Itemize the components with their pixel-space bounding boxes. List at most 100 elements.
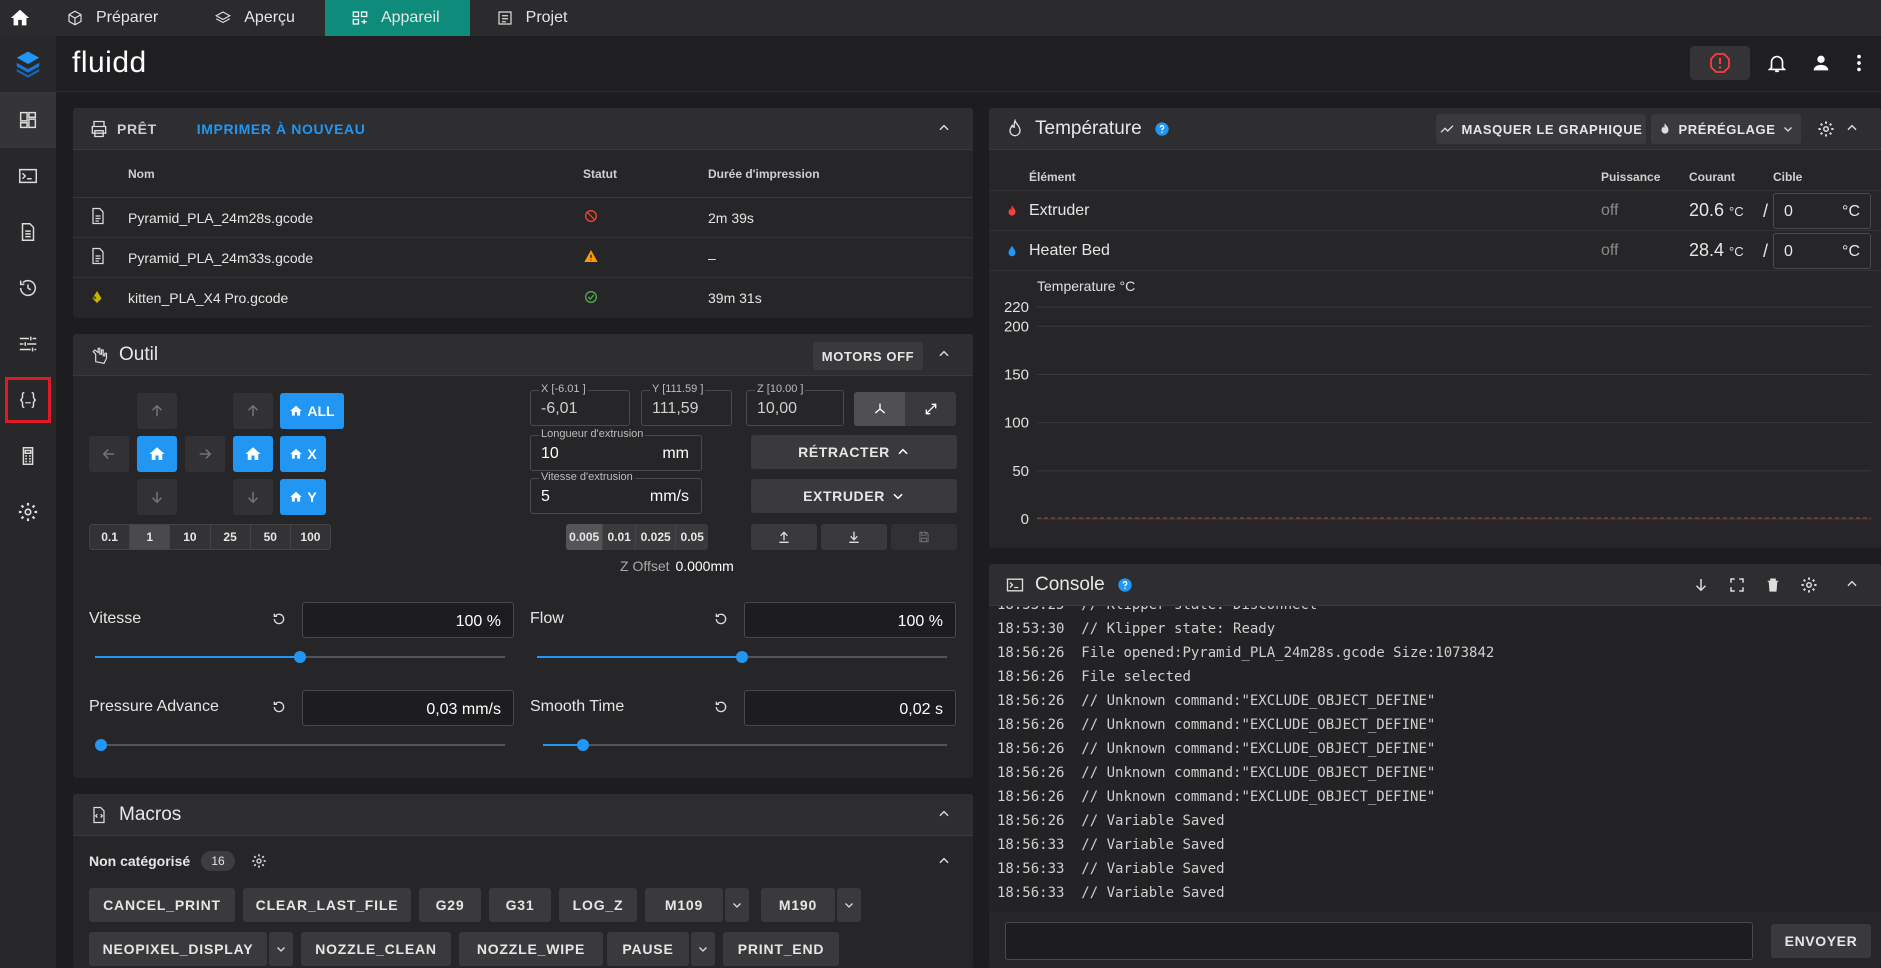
chevron-up-icon[interactable] — [937, 121, 951, 135]
jog-z-plus-button[interactable] — [233, 393, 273, 429]
step-option[interactable]: 100 — [290, 525, 330, 549]
notifications-bell-icon[interactable] — [1764, 50, 1790, 76]
z-step-option[interactable]: 0.025 — [634, 524, 676, 550]
chevron-up-icon[interactable] — [937, 807, 951, 821]
home-xy-button[interactable] — [137, 436, 177, 472]
flow-input[interactable]: 100 % — [744, 602, 956, 638]
hide-chart-button[interactable]: MASQUER LE GRAPHIQUE — [1436, 114, 1646, 144]
user-icon[interactable] — [1808, 50, 1834, 76]
home-y-button[interactable]: Y — [280, 479, 326, 515]
help-icon[interactable] — [1154, 121, 1170, 137]
sidebar-item-history[interactable] — [0, 260, 56, 316]
reset-icon[interactable] — [713, 611, 729, 627]
sidebar-item-dashboard[interactable] — [0, 92, 56, 148]
home-x-button[interactable]: X — [280, 436, 326, 472]
extrude-length-field[interactable]: Longueur d'extrusion 10 mm — [530, 428, 702, 471]
babystep-up-button[interactable] — [751, 524, 817, 550]
macro-dropdown-button[interactable] — [837, 888, 861, 922]
relative-mode-button[interactable] — [905, 392, 956, 426]
flow-slider-handle[interactable] — [736, 651, 748, 663]
macro-button[interactable]: G31 — [489, 888, 551, 922]
console-command-input[interactable] — [1005, 922, 1753, 960]
tab-preview[interactable]: Aperçu — [188, 0, 325, 36]
z-position-field[interactable]: Z [10.00 ] 10,00 — [746, 383, 844, 426]
extruder-target-input[interactable]: 0 °C — [1773, 193, 1871, 229]
sidebar-item-device[interactable] — [0, 428, 56, 484]
step-option-selected[interactable]: 1 — [130, 525, 171, 549]
emergency-stop-button[interactable] — [1690, 46, 1750, 80]
smooth-time-slider-handle[interactable] — [577, 739, 590, 751]
macro-button[interactable]: NOZZLE_WIPE — [459, 932, 603, 966]
macro-button[interactable]: NEOPIXEL_DISPLAY — [89, 932, 267, 966]
settings-icon[interactable] — [1800, 576, 1818, 594]
macro-button[interactable]: M109 — [645, 888, 723, 922]
smooth-time-input[interactable]: 0,02 s — [744, 690, 956, 726]
sidebar-item-files[interactable] — [0, 204, 56, 260]
table-row[interactable]: Pyramid_PLA_24m33s.gcode – — [73, 238, 973, 278]
reprint-button[interactable]: IMPRIMER À NOUVEAU — [196, 120, 366, 137]
pressure-advance-input[interactable]: 0,03 mm/s — [302, 690, 514, 726]
bed-target-input[interactable]: 0 °C — [1773, 233, 1871, 269]
macro-button[interactable]: NOZZLE_CLEAN — [301, 932, 451, 966]
home-z-button[interactable] — [233, 436, 273, 472]
extrude-button[interactable]: EXTRUDER — [751, 479, 957, 513]
sidebar-item-macros[interactable] — [0, 372, 56, 428]
macro-button[interactable]: PAUSE — [607, 932, 689, 966]
help-icon[interactable] — [1117, 577, 1133, 593]
motors-off-button[interactable]: MOTORS OFF — [813, 342, 923, 370]
step-option[interactable]: 50 — [250, 525, 291, 549]
preset-button[interactable]: PRÉRÉGLAGE — [1651, 114, 1801, 144]
macro-button[interactable]: CANCEL_PRINT — [89, 888, 235, 922]
macro-button[interactable]: G29 — [419, 888, 481, 922]
tab-prepare[interactable]: Préparer — [40, 0, 188, 36]
settings-icon[interactable] — [1817, 120, 1835, 138]
macro-group-label[interactable]: Non catégorisé — [89, 853, 191, 869]
step-option[interactable]: 10 — [170, 525, 211, 549]
x-position-field[interactable]: X [-6.01 ] -6,01 — [530, 383, 630, 426]
macro-dropdown-button[interactable] — [269, 932, 293, 966]
z-step-option[interactable]: 0.05 — [675, 524, 708, 550]
z-step-selected[interactable]: 0.005 — [566, 524, 603, 550]
trash-icon[interactable] — [1764, 576, 1782, 594]
jog-x-plus-button[interactable] — [185, 436, 225, 472]
babystep-down-button[interactable] — [821, 524, 887, 550]
chevron-up-icon[interactable] — [1845, 577, 1859, 591]
macro-button[interactable]: CLEAR_LAST_FILE — [243, 888, 411, 922]
jog-z-minus-button[interactable] — [233, 479, 273, 515]
more-vertical-icon[interactable] — [1846, 50, 1872, 76]
jog-x-minus-button[interactable] — [89, 436, 129, 472]
extrude-speed-field[interactable]: Vitesse d'extrusion 5 mm/s — [530, 471, 702, 514]
fullscreen-icon[interactable] — [1728, 576, 1746, 594]
table-row[interactable]: kitten_PLA_X4 Pro.gcode 39m 31s — [73, 278, 973, 318]
heater-row-extruder[interactable]: Extruder off 20.6 °C / 0 °C — [989, 190, 1881, 230]
chevron-up-icon[interactable] — [937, 347, 951, 361]
heater-row-bed[interactable]: Heater Bed off 28.4 °C / 0 °C — [989, 230, 1881, 270]
z-step-option[interactable]: 0.01 — [602, 524, 635, 550]
chevron-up-icon[interactable] — [1845, 121, 1859, 135]
console-output[interactable]: 18:53:25 // Klipper state: Disconnect18:… — [989, 606, 1881, 912]
settings-icon[interactable] — [251, 853, 267, 869]
reset-icon[interactable] — [271, 611, 287, 627]
macro-button[interactable]: LOG_Z — [559, 888, 637, 922]
macro-button[interactable]: PRINT_END — [723, 932, 839, 966]
smooth-time-slider[interactable] — [543, 744, 947, 746]
sidebar-item-settings[interactable] — [0, 484, 56, 540]
table-row[interactable]: Pyramid_PLA_24m28s.gcode 2m 39s — [73, 198, 973, 238]
scroll-down-icon[interactable] — [1692, 576, 1710, 594]
fluidd-logo[interactable] — [0, 36, 56, 92]
jog-y-minus-button[interactable] — [137, 479, 177, 515]
macro-dropdown-button[interactable] — [725, 888, 749, 922]
home-icon[interactable] — [0, 0, 40, 36]
send-button[interactable]: ENVOYER — [1771, 924, 1871, 958]
pressure-advance-slider[interactable] — [101, 744, 505, 746]
chevron-up-icon[interactable] — [937, 854, 951, 868]
absolute-mode-button[interactable] — [854, 392, 905, 426]
y-position-field[interactable]: Y [111.59 ] 111,59 — [641, 383, 732, 426]
save-offset-button[interactable] — [891, 524, 957, 550]
sidebar-item-tune[interactable] — [0, 316, 56, 372]
reset-icon[interactable] — [713, 699, 729, 715]
jog-y-plus-button[interactable] — [137, 393, 177, 429]
tab-project[interactable]: Projet — [470, 0, 598, 36]
speed-slider-handle[interactable] — [294, 651, 306, 663]
step-option[interactable]: 0.1 — [90, 525, 131, 549]
